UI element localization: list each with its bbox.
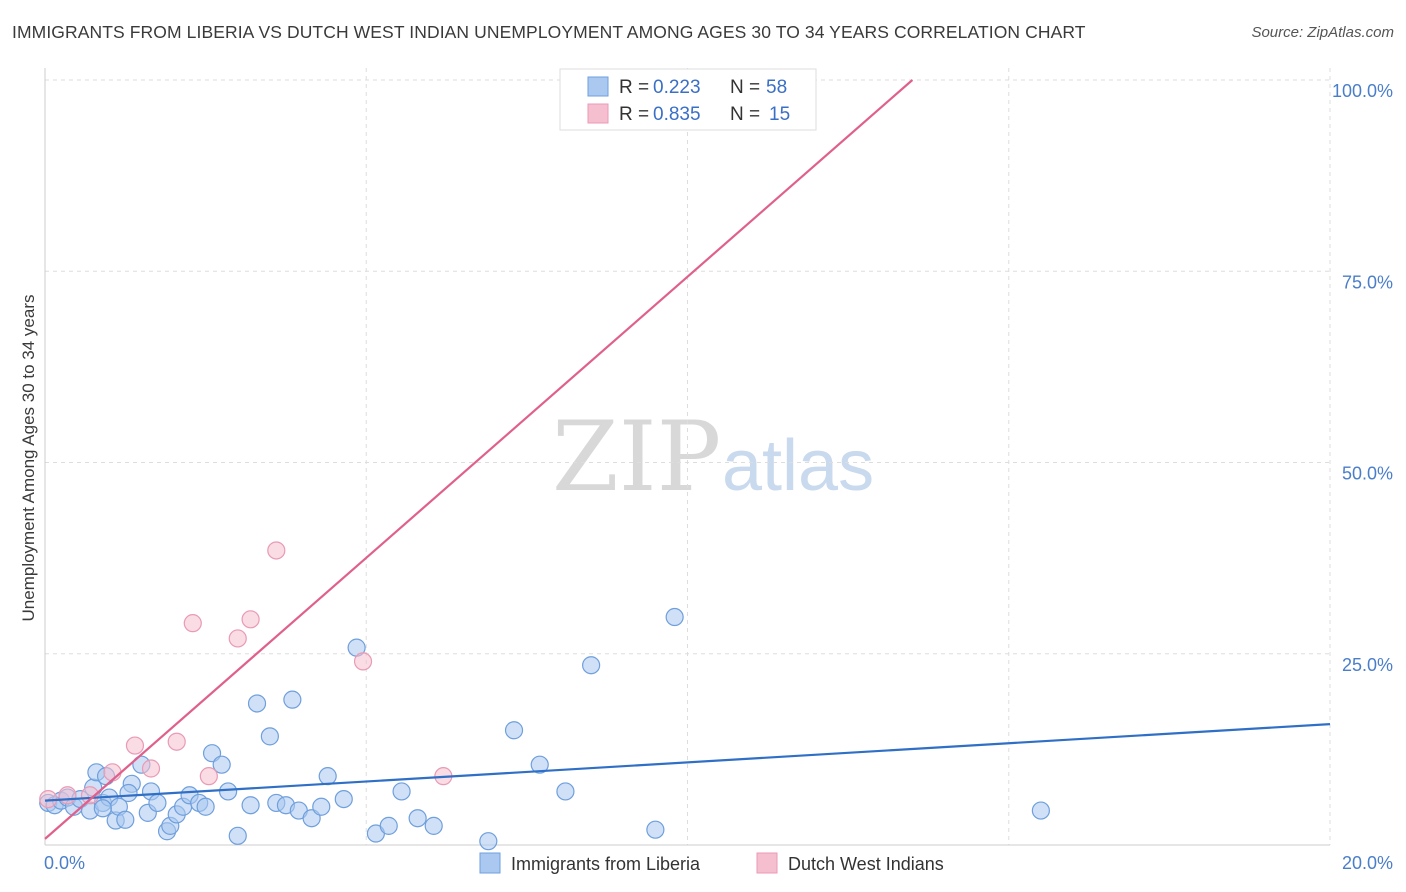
- liberia-point: [228, 826, 247, 845]
- x-tick-labels: 0.0% 20.0%: [44, 853, 1393, 873]
- liberia-point: [379, 816, 398, 835]
- liberia-point: [247, 694, 267, 713]
- liberia-point: [334, 789, 353, 809]
- series-legend-swatch-blue: [479, 852, 501, 874]
- dutch-west-indian-point: [353, 652, 373, 671]
- dutch-west-indian-trend-line: [44, 79, 914, 840]
- liberia-point: [119, 783, 138, 803]
- legend-r-value: 0.835: [653, 104, 701, 125]
- legend-r-label: R =: [619, 104, 649, 125]
- dutch-west-indian-point: [80, 786, 100, 805]
- series-legend-swatch-pink: [756, 852, 778, 874]
- legend-r-label: R =: [619, 77, 649, 98]
- dutch-west-indian-point: [183, 614, 202, 633]
- y-tick-labels: 25.0% 50.0% 75.0% 100.0%: [1332, 81, 1393, 675]
- x-tick-label: 20.0%: [1342, 853, 1393, 873]
- legend-n-value: 58: [766, 77, 787, 98]
- legend-swatch-blue: [587, 76, 609, 97]
- liberia-trend-line: [44, 723, 1331, 802]
- watermark-zip: ZIP: [552, 401, 721, 513]
- dutch-west-indian-point: [228, 629, 247, 648]
- liberia-point: [196, 797, 215, 816]
- liberia-point: [116, 810, 135, 829]
- legend-n-label: N =: [730, 77, 760, 98]
- watermark-atlas: atlas: [722, 426, 874, 506]
- liberia-point: [318, 767, 337, 786]
- correlation-legend: R = 0.223 N = 58 R = 0.835 N = 15: [559, 68, 817, 131]
- dutch-west-indian-point: [241, 610, 260, 629]
- y-tick-label: 25.0%: [1342, 655, 1393, 675]
- liberia-point: [392, 782, 411, 801]
- liberia-point: [408, 809, 427, 828]
- liberia-point: [148, 793, 167, 813]
- dutch-west-indian-point: [141, 759, 161, 778]
- legend-n-value: 15: [769, 104, 790, 125]
- liberia-point: [1031, 801, 1050, 820]
- series-legend-label: Dutch West Indians: [788, 854, 944, 874]
- liberia-point: [260, 727, 279, 746]
- liberia-point: [665, 607, 684, 627]
- series-legend-label: Immigrants from Liberia: [511, 854, 701, 874]
- liberia-point: [212, 755, 231, 774]
- liberia-point: [424, 816, 443, 835]
- liberia-point: [556, 782, 575, 801]
- dutch-west-indian-point: [199, 767, 218, 786]
- dutch-west-indian-point: [167, 732, 186, 751]
- legend-swatch-pink: [587, 103, 609, 124]
- y-axis-label: Unemployment Among Ages 30 to 34 years: [19, 295, 38, 622]
- liberia-point: [646, 820, 665, 839]
- liberia-point: [479, 832, 498, 851]
- liberia-point: [219, 782, 238, 801]
- trend-lines: [44, 79, 1331, 840]
- y-tick-label: 100.0%: [1332, 81, 1393, 101]
- liberia-point: [530, 755, 549, 774]
- source-label: Source: ZipAtlas.com: [1251, 24, 1394, 41]
- liberia-point: [283, 690, 302, 709]
- liberia-point: [504, 721, 524, 740]
- liberia-point: [93, 799, 112, 818]
- liberia-point: [241, 796, 260, 815]
- legend-n-label: N =: [730, 104, 760, 125]
- data-points: [39, 70, 1050, 851]
- y-tick-label: 50.0%: [1342, 464, 1393, 484]
- x-tick-label: 0.0%: [44, 853, 85, 873]
- liberia-point: [582, 656, 601, 675]
- dutch-west-indian-point: [125, 736, 145, 755]
- legend-r-value: 0.223: [653, 77, 701, 98]
- dutch-west-indian-point: [267, 541, 286, 560]
- dutch-west-indian-point: [58, 786, 77, 805]
- liberia-point: [312, 797, 331, 816]
- series-legend: Immigrants from Liberia Dutch West India…: [479, 852, 944, 874]
- chart-title: IMMIGRANTS FROM LIBERIA VS DUTCH WEST IN…: [12, 22, 1086, 42]
- y-tick-label: 75.0%: [1342, 272, 1393, 292]
- dutch-west-indian-point: [103, 763, 122, 782]
